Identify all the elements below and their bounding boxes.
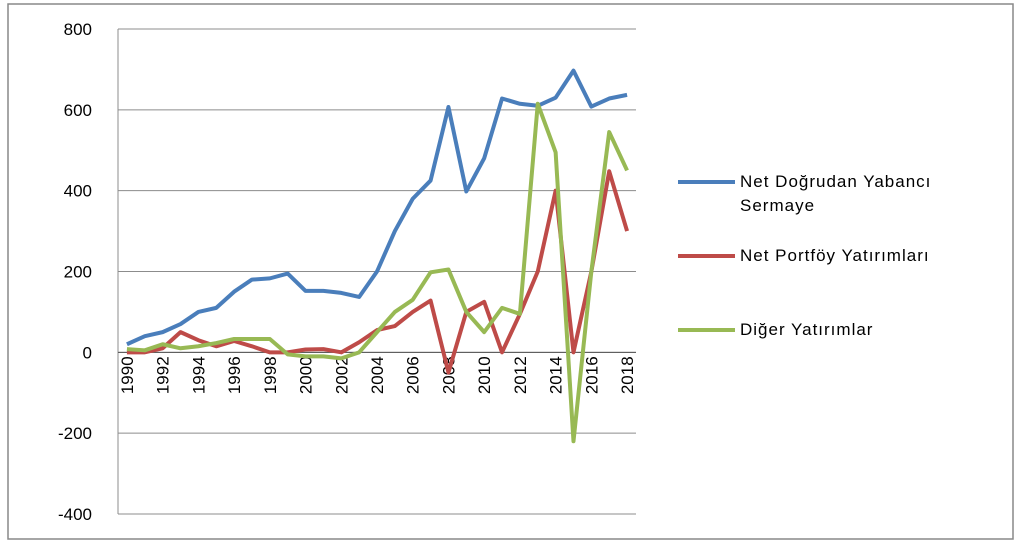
x-tick-label: 2004 <box>368 356 387 394</box>
legend-label: Diğer Yatırımlar <box>740 320 874 339</box>
x-tick-label: 2016 <box>582 356 601 394</box>
x-tick-label: 2008 <box>439 356 458 394</box>
x-tick-label: 1994 <box>189 356 208 394</box>
legend-label: Net Doğrudan Yabancı Sermaye <box>740 172 932 215</box>
y-tick-label: 600 <box>64 101 92 120</box>
legend-label: Net Portföy Yatırımları <box>740 246 930 265</box>
chart-border <box>7 3 1014 540</box>
x-tick-label: 1992 <box>154 356 173 394</box>
y-tick-label: -400 <box>58 505 92 524</box>
y-tick-label: 0 <box>83 343 92 362</box>
series-line <box>126 68 628 347</box>
x-tick-label: 2000 <box>297 356 316 394</box>
x-tick-label: 2010 <box>475 356 494 394</box>
y-tick-label: 400 <box>64 182 92 201</box>
x-tick-label: 2012 <box>511 356 530 394</box>
x-tick-label: 2006 <box>404 356 423 394</box>
x-tick-label: 2002 <box>332 356 351 394</box>
x-tick-label: 2018 <box>618 356 637 394</box>
x-tick-label: 1998 <box>261 356 280 394</box>
y-tick-label: -200 <box>58 424 92 443</box>
x-tick-label: 2014 <box>547 356 566 394</box>
x-tick-label: 1996 <box>225 356 244 394</box>
x-tick-label: 1990 <box>118 356 137 394</box>
series-line <box>126 101 629 444</box>
y-tick-label: 800 <box>64 20 92 39</box>
y-tick-label: 200 <box>64 263 92 282</box>
